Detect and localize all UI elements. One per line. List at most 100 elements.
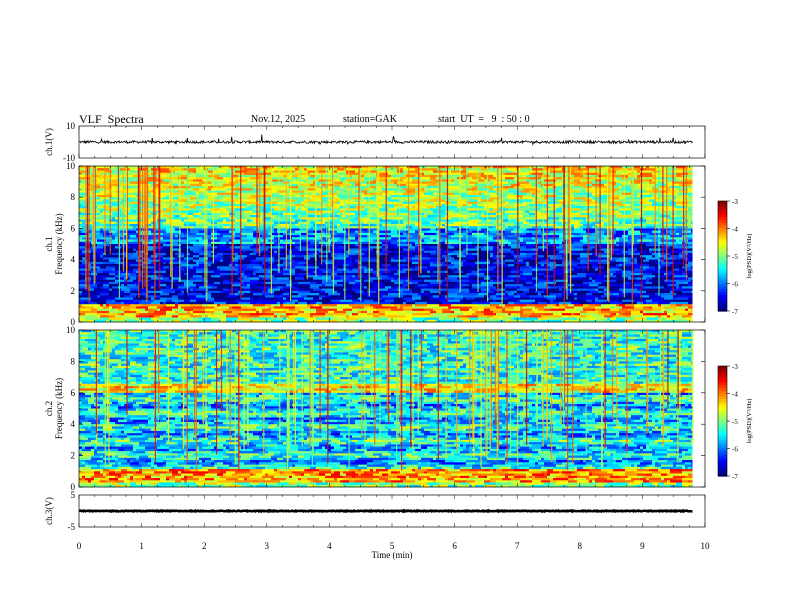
spectrogram-cell bbox=[322, 192, 328, 196]
spectrogram-cell bbox=[130, 172, 139, 176]
spectrogram-cell bbox=[190, 264, 199, 267]
spectrogram-cell bbox=[241, 221, 250, 225]
spectrogram-cell bbox=[304, 255, 316, 258]
spectrogram-cell bbox=[427, 215, 439, 218]
spectrogram-cell bbox=[286, 284, 292, 287]
spectrogram-cell bbox=[538, 221, 541, 225]
spectrogram-cell bbox=[133, 268, 139, 271]
spectrogram-cell bbox=[178, 295, 184, 298]
spectrogram-cell bbox=[193, 212, 196, 216]
spectrogram-cell bbox=[130, 237, 142, 240]
spectrogram-cell bbox=[505, 212, 517, 216]
spectrogram-cell bbox=[646, 190, 655, 193]
spectrogram-cell bbox=[208, 255, 217, 258]
spectrogram-cell bbox=[277, 174, 283, 178]
spectrogram-cell bbox=[196, 295, 199, 298]
spectrogram-cell bbox=[178, 197, 184, 200]
spectrogram-cell bbox=[205, 188, 211, 191]
spectrogram-cell bbox=[172, 266, 178, 269]
spectrogram-cell bbox=[592, 264, 598, 267]
spectrogram-cell bbox=[244, 273, 253, 276]
spectrogram-cell bbox=[430, 177, 436, 180]
spectrogram-cell bbox=[244, 277, 250, 280]
spectrogram-cell bbox=[526, 228, 529, 231]
spectrogram-cell bbox=[121, 284, 124, 287]
spectrogram-cell bbox=[448, 235, 451, 238]
spectrogram-cell bbox=[460, 290, 466, 294]
spectrogram-cell bbox=[298, 188, 307, 191]
spectrogram-cell bbox=[313, 257, 325, 260]
spectrogram-cell bbox=[412, 255, 415, 258]
spectrogram-cell bbox=[256, 284, 268, 287]
spectrogram-cell bbox=[130, 206, 142, 209]
spectrogram-cell bbox=[121, 217, 124, 220]
spectrogram-cell bbox=[166, 286, 172, 289]
spectrogram-cell bbox=[388, 275, 397, 278]
spectrogram-cell bbox=[304, 174, 307, 178]
spectrogram-cell bbox=[508, 217, 511, 220]
spectrogram-cell bbox=[163, 277, 169, 280]
spectrogram-cell bbox=[466, 259, 478, 263]
spectrogram-cell bbox=[271, 188, 274, 191]
spectrogram-cell bbox=[193, 188, 196, 191]
spectrogram-cell bbox=[430, 166, 439, 169]
spectrogram-cell bbox=[223, 177, 229, 180]
spectrogram-cell bbox=[439, 295, 445, 298]
spectrogram-cell bbox=[628, 277, 631, 280]
spectrogram-cell bbox=[196, 237, 202, 240]
spectrogram-cell bbox=[244, 186, 253, 189]
spectrogram-cell bbox=[154, 186, 160, 189]
spectrogram-cell bbox=[532, 166, 544, 169]
spectrogram-cell bbox=[643, 275, 655, 278]
spectrogram-cell bbox=[127, 230, 136, 234]
spectrogram-cell bbox=[592, 212, 598, 216]
spectrogram-cell bbox=[364, 284, 373, 287]
spectrogram-cell bbox=[214, 273, 220, 276]
spectrogram-cell bbox=[652, 203, 664, 207]
spectrogram-cell bbox=[568, 166, 580, 169]
spectrogram-cell bbox=[238, 264, 247, 267]
spectrogram-cell bbox=[289, 277, 295, 280]
spectrogram-cell bbox=[208, 168, 217, 171]
spectrogram-cell bbox=[445, 177, 457, 180]
spectrogram-cell bbox=[358, 203, 367, 207]
spectrogram-cell bbox=[274, 199, 277, 202]
spectrogram-cell bbox=[598, 244, 607, 247]
spectrogram-cell bbox=[163, 255, 169, 258]
spectrogram-cell bbox=[307, 172, 310, 176]
spectrogram-cell bbox=[109, 230, 115, 234]
spectrogram-cell bbox=[262, 237, 265, 240]
spectrogram-cell bbox=[388, 252, 397, 256]
spectrogram-cell bbox=[673, 226, 676, 229]
spectrogram-cell bbox=[343, 206, 349, 209]
spectrogram-cell bbox=[163, 266, 169, 269]
spectrogram-cell bbox=[475, 212, 478, 216]
spectrogram-cell bbox=[319, 295, 325, 298]
spectrogram-cell bbox=[325, 174, 337, 178]
spectrogram-cell bbox=[526, 246, 532, 249]
spectrogram-cell bbox=[646, 257, 658, 260]
spectrogram-cell bbox=[325, 290, 337, 294]
spectrogram-cell bbox=[619, 206, 625, 209]
spectrogram-cell bbox=[352, 177, 358, 180]
spectrogram-cell bbox=[676, 226, 682, 229]
spectrogram-cell bbox=[463, 279, 469, 283]
spectrogram-cell bbox=[130, 246, 142, 249]
spectrogram-cell bbox=[211, 293, 217, 296]
spectrogram-cell bbox=[196, 290, 205, 294]
spectrogram-cell bbox=[313, 228, 322, 231]
spectrogram-cell bbox=[268, 250, 271, 254]
spectrogram-cell bbox=[364, 279, 373, 283]
spectrogram-cell bbox=[403, 226, 406, 229]
spectrogram-cell bbox=[634, 248, 637, 251]
spectrogram-cell bbox=[520, 201, 523, 205]
spectrogram-cell bbox=[436, 228, 445, 231]
spectrogram-cell bbox=[283, 248, 286, 251]
spectrogram-cell bbox=[109, 286, 112, 289]
spectrogram-cell bbox=[244, 212, 253, 216]
spectrogram-cell bbox=[535, 212, 541, 216]
spectrogram-cell bbox=[418, 284, 427, 287]
spectrogram-cell bbox=[238, 197, 247, 200]
spectrogram-cell bbox=[244, 226, 247, 229]
spectrogram-cell bbox=[421, 199, 430, 202]
